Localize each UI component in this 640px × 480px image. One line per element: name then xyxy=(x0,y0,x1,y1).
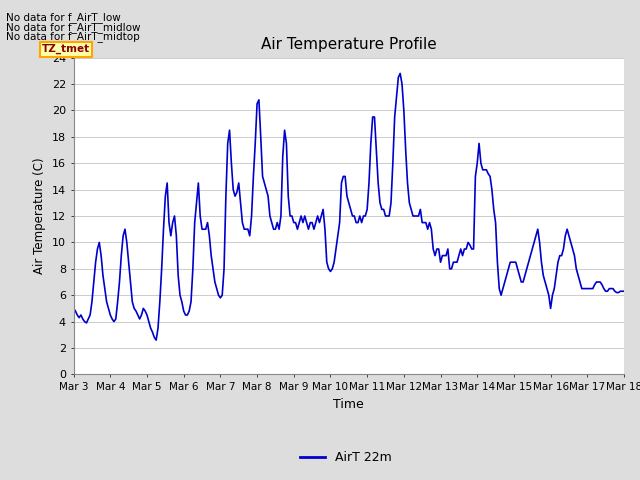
Text: No data for f_AirT_low: No data for f_AirT_low xyxy=(6,12,121,23)
Title: Air Temperature Profile: Air Temperature Profile xyxy=(261,37,436,52)
X-axis label: Time: Time xyxy=(333,397,364,410)
Text: No data for f_AirT_midtop: No data for f_AirT_midtop xyxy=(6,31,140,42)
Text: TZ_tmet: TZ_tmet xyxy=(42,44,90,54)
Legend: AirT 22m: AirT 22m xyxy=(295,446,396,469)
Y-axis label: Air Temperature (C): Air Temperature (C) xyxy=(33,158,46,274)
Text: No data for f_AirT_midlow: No data for f_AirT_midlow xyxy=(6,22,141,33)
